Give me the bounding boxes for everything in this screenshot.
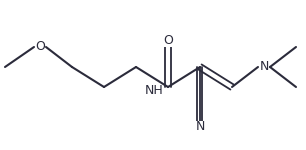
Text: NH: NH [145, 84, 163, 98]
Text: O: O [163, 33, 173, 46]
Text: N: N [259, 60, 269, 74]
Text: N: N [195, 120, 205, 134]
Text: O: O [35, 40, 45, 54]
